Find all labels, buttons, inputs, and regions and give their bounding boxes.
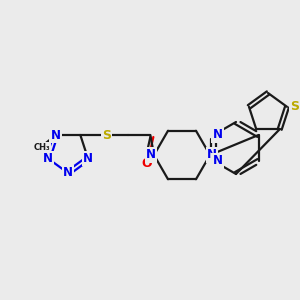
Text: N: N — [63, 167, 73, 179]
Text: O: O — [141, 157, 152, 169]
Text: N: N — [207, 148, 217, 161]
Text: N: N — [83, 152, 93, 165]
Text: CH₃: CH₃ — [33, 142, 50, 152]
Text: N: N — [51, 128, 61, 142]
Text: N: N — [212, 128, 223, 142]
Text: S: S — [102, 128, 111, 142]
Text: S: S — [290, 100, 299, 113]
Text: N: N — [146, 148, 156, 161]
Text: N: N — [43, 152, 53, 165]
Text: N: N — [212, 154, 223, 167]
